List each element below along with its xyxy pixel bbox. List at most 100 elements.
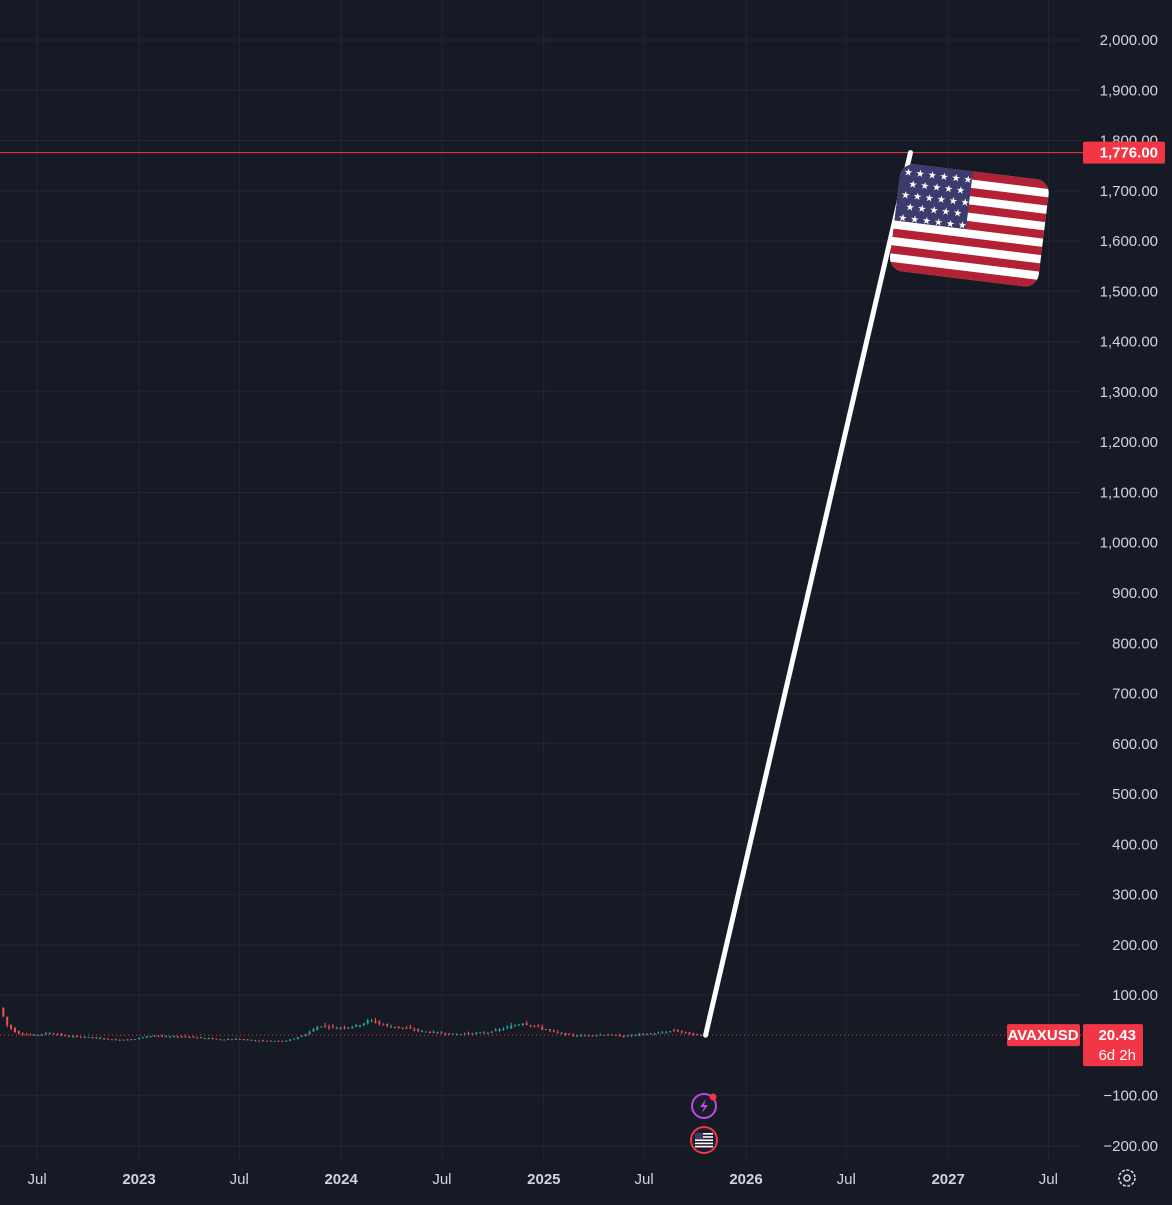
candle-body: [285, 1040, 288, 1042]
candle-body: [669, 1031, 672, 1033]
candle-body: [320, 1026, 323, 1028]
us-flag: ★ ★ ★ ★ ★ ★★ ★ ★ ★ ★★ ★ ★ ★ ★ ★★ ★ ★ ★ ★★ ★ ★ ★ ★ ★: [888, 162, 1051, 289]
candle-body: [118, 1039, 121, 1041]
candle-body: [126, 1039, 129, 1041]
candles: [2, 1007, 707, 1042]
flag-star: ★: [932, 182, 942, 194]
time-axis[interactable]: Jul 2023 Jul 2024 Jul 2025 Jul 2026 Jul 2027 Jul: [28, 1171, 1058, 1188]
candle-body: [21, 1033, 24, 1035]
candle-body: [103, 1038, 106, 1040]
candle-body: [184, 1036, 187, 1038]
time-axis-label: Jul: [432, 1171, 451, 1188]
candle-body: [196, 1037, 199, 1039]
price-axis[interactable]: 2,000.001,900.001,800.001,700.001,600.00…: [1083, 0, 1172, 1160]
candle-body: [72, 1036, 75, 1038]
candle-body: [312, 1029, 315, 1032]
candle-body: [537, 1025, 540, 1027]
us-flag-icon[interactable]: [690, 1126, 718, 1154]
price-axis-label: 1,400.00: [1100, 334, 1158, 351]
candle-body: [467, 1033, 470, 1035]
candle-body: [10, 1025, 13, 1029]
candle-body: [541, 1027, 544, 1030]
candle-body: [436, 1032, 439, 1034]
candle-body: [397, 1026, 400, 1028]
candle-body: [172, 1036, 175, 1038]
candle-body: [432, 1031, 435, 1033]
horizontal-line-price-label: 1,776.00: [1100, 145, 1158, 162]
candle-body: [421, 1030, 424, 1032]
price-tags: 1,776.00 AVAXUSD 20.43 6d 2h: [1007, 141, 1165, 1067]
flag-stripe: [890, 245, 1041, 272]
price-axis-label: 300.00: [1112, 887, 1158, 904]
price-axis-label: 1,500.00: [1100, 283, 1158, 300]
candle-body: [273, 1040, 276, 1042]
candle-body: [37, 1034, 40, 1036]
candle-body: [665, 1032, 668, 1034]
gear-icon[interactable]: [1118, 1169, 1136, 1187]
candle-body: [25, 1034, 28, 1036]
flag-star: ★: [924, 193, 934, 205]
candle-body: [374, 1020, 377, 1023]
candle-body: [409, 1027, 412, 1029]
candle-body: [95, 1037, 98, 1039]
candle-body: [614, 1034, 617, 1036]
grid-lines: [0, 0, 1083, 1160]
candle-body: [486, 1032, 489, 1034]
candle-body: [622, 1036, 625, 1038]
candle-body: [676, 1030, 679, 1032]
horizontal-line[interactable]: [0, 152, 1083, 1036]
candle-body: [250, 1039, 253, 1041]
candle-body: [498, 1029, 501, 1031]
candle-body: [343, 1027, 346, 1029]
candle-body: [634, 1034, 637, 1036]
candle-body: [157, 1035, 160, 1037]
event-icons[interactable]: [690, 1093, 718, 1154]
flag-body: ★ ★ ★ ★ ★ ★★ ★ ★ ★ ★★ ★ ★ ★ ★ ★★ ★ ★ ★ ★★ ★ ★ ★ ★ ★: [888, 162, 1051, 289]
candle-body: [138, 1037, 140, 1039]
candle-body: [106, 1038, 109, 1040]
symbol-label: AVAXUSD: [1007, 1027, 1078, 1044]
candle-body: [347, 1027, 350, 1029]
price-axis-label: 700.00: [1112, 686, 1158, 703]
flag-star: ★: [908, 179, 918, 191]
candle-body: [331, 1025, 334, 1027]
candle-body: [475, 1032, 478, 1034]
candle-body: [169, 1036, 172, 1038]
gear-icon-shape[interactable]: [1118, 1169, 1136, 1187]
candle-body: [246, 1039, 249, 1041]
flag-star: ★: [941, 206, 951, 218]
candle-body: [60, 1033, 63, 1036]
candle-body: [591, 1035, 594, 1037]
flag-star: ★: [945, 219, 955, 231]
flag-star: ★: [903, 167, 913, 179]
candle-body: [242, 1039, 245, 1041]
flag-pole[interactable]: [703, 150, 913, 1038]
candle-body: [529, 1025, 532, 1027]
time-axis-label: Jul: [837, 1171, 856, 1188]
candle-body: [130, 1039, 133, 1041]
flag-star: ★: [920, 181, 930, 193]
flag-star: ★: [948, 196, 958, 208]
time-axis-label: 2025: [527, 1171, 560, 1188]
flag-pole-line[interactable]: [703, 150, 913, 1038]
candle-body: [424, 1031, 427, 1033]
price-axis-label: −200.00: [1103, 1138, 1158, 1155]
candle-body: [56, 1034, 59, 1036]
candle-body: [122, 1039, 125, 1041]
last-price-tag: [1083, 1024, 1143, 1067]
candle-body: [304, 1034, 307, 1036]
candle-body: [308, 1031, 311, 1035]
lightning-icon[interactable]: [691, 1093, 717, 1119]
candle-body: [696, 1033, 699, 1035]
last-price-label: 20.43: [1098, 1027, 1136, 1044]
candle-body: [657, 1032, 660, 1034]
candle-body: [417, 1029, 420, 1031]
candle-body: [440, 1032, 443, 1034]
candle-body: [161, 1035, 164, 1037]
candle-body: [366, 1020, 369, 1024]
candle-body: [200, 1037, 203, 1039]
candle-body: [52, 1033, 55, 1035]
candle-body: [13, 1028, 16, 1033]
